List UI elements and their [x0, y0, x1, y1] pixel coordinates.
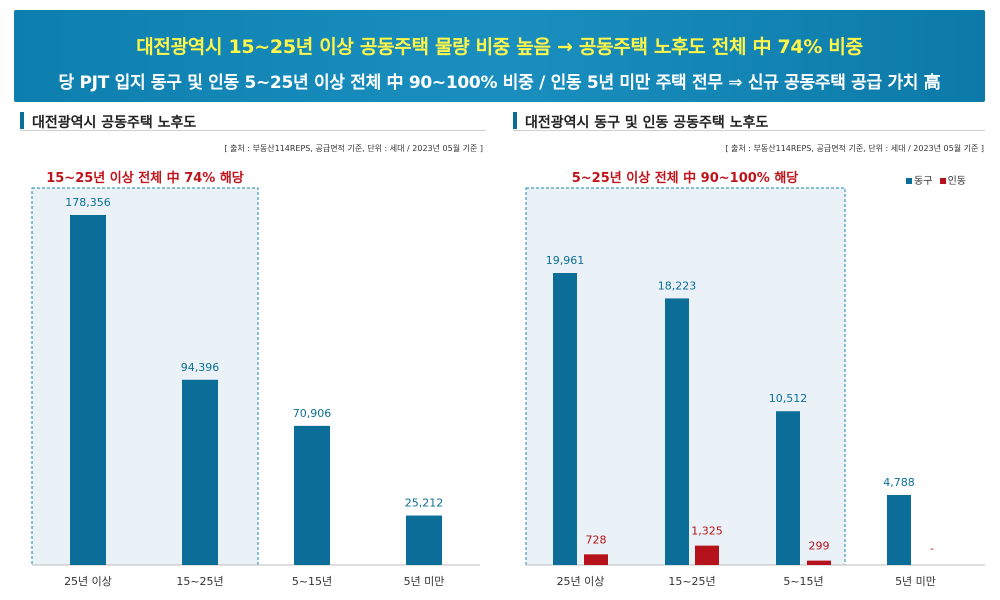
right-category-label: 5~15년: [783, 575, 823, 588]
right-bar-donggu: [553, 273, 577, 565]
left-bar-value-label: 178,356: [65, 196, 111, 209]
right-bar-indong: [695, 545, 719, 565]
right-category-label: 15~25년: [668, 575, 715, 588]
right-category-label: 25년 이상: [557, 575, 605, 588]
chart-legend: 동구 인동: [906, 172, 966, 187]
header-title: 대전광역시 15~25년 이상 공동주택 물량 비중 높음 → 공동주택 노후도…: [136, 36, 863, 58]
right-annotation: 5~25년 이상 전체 中 90~100% 해당: [572, 170, 799, 186]
legend-swatch-indong: [939, 178, 946, 184]
right-bar-indong-value-label: -: [930, 542, 934, 555]
header-banner: 대전광역시 15~25년 이상 공동주택 물량 비중 높음 → 공동주택 노후도…: [14, 10, 985, 102]
right-bar-donggu: [887, 494, 911, 565]
right-bar-donggu: [776, 411, 800, 565]
left-annotation: 15~25년 이상 전체 中 74% 해당: [46, 170, 244, 186]
right-category-label: 5년 미만: [895, 575, 936, 588]
legend-label-donggu: 동구: [914, 176, 933, 187]
left-bar: [406, 515, 442, 565]
right-bar-donggu-value-label: 10,512: [769, 392, 808, 405]
right-bar-donggu: [665, 298, 689, 565]
right-chart-title: 대전광역시 동구 및 인동 공동주택 노후도: [525, 115, 769, 131]
header-subtitle: 당 PJT 입지 동구 및 인동 5~25년 이상 전체 中 90~100% 비…: [58, 73, 941, 93]
right-bar-donggu-value-label: 18,223: [658, 279, 697, 292]
left-category-label: 5년 미만: [404, 575, 445, 588]
left-category-label: 5~15년: [292, 575, 332, 588]
left-bar: [294, 425, 330, 565]
left-bar: [70, 215, 106, 565]
section-marker-right: [513, 112, 517, 129]
left-category-label: 25년 이상: [64, 575, 112, 588]
left-bar: [182, 379, 218, 565]
right-bar-indong-value-label: 728: [586, 533, 607, 546]
right-bar-indong: [584, 554, 608, 565]
right-bar-donggu-value-label: 4,788: [883, 476, 915, 489]
right-bar-donggu-value-label: 19,961: [546, 254, 585, 267]
right-title-rule: [513, 130, 985, 131]
right-bar-indong: [807, 560, 831, 565]
right-chart-source: [ 출처 : 부동산114REPS, 공급면적 기준, 단위 : 세대 / 20…: [725, 144, 984, 153]
left-bar-value-label: 25,212: [405, 497, 444, 510]
left-bar-value-label: 70,906: [293, 407, 332, 420]
left-title-rule: [20, 130, 486, 131]
right-bar-indong-value-label: 1,325: [691, 525, 723, 538]
legend-label-indong: 인동: [947, 176, 966, 187]
left-chart-source: [ 출처 : 부동산114REPS, 공급면적 기준, 단위 : 세대 / 20…: [224, 144, 483, 153]
left-bar-value-label: 94,396: [181, 361, 220, 374]
section-marker-left: [20, 112, 24, 129]
left-chart-title: 대전광역시 공동주택 노후도: [32, 115, 197, 131]
legend-swatch-donggu: [906, 178, 912, 184]
left-highlight-box: [31, 187, 259, 566]
left-category-label: 15~25년: [176, 575, 223, 588]
right-bar-indong-value-label: 299: [809, 540, 830, 553]
